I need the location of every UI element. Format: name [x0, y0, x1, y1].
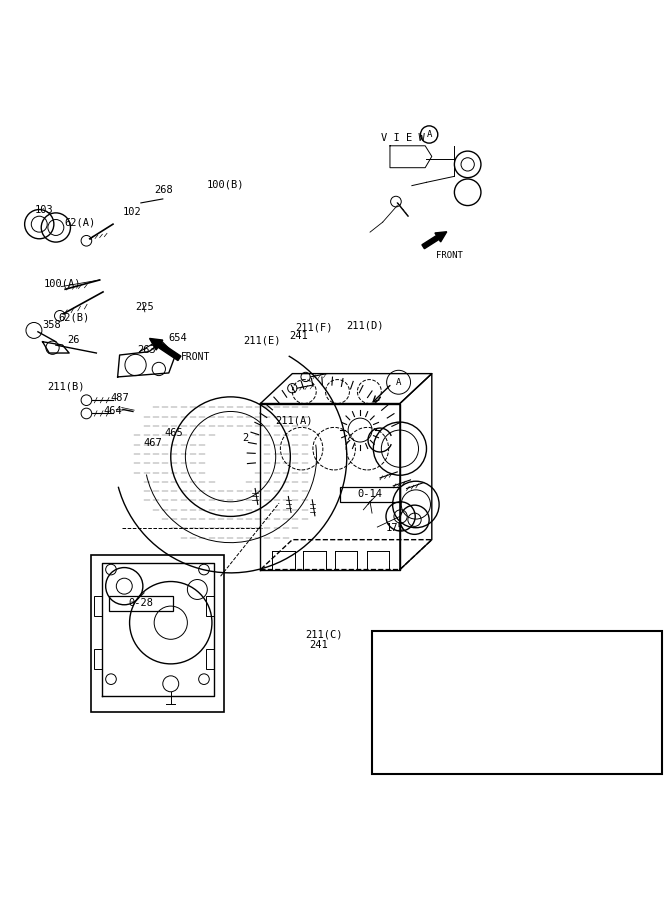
FancyArrow shape — [149, 338, 181, 361]
Text: A: A — [426, 130, 432, 139]
Text: 26: 26 — [67, 336, 79, 346]
Text: 103: 103 — [35, 204, 54, 214]
Text: 225: 225 — [135, 302, 153, 312]
Text: 0-14: 0-14 — [358, 490, 383, 500]
Text: FRONT: FRONT — [181, 352, 211, 362]
Text: 654: 654 — [168, 333, 187, 344]
Text: 487: 487 — [110, 392, 129, 402]
Bar — [91, 555, 224, 713]
Text: A: A — [396, 378, 402, 387]
Text: 241: 241 — [289, 331, 308, 341]
Bar — [94, 596, 102, 617]
Text: 358: 358 — [42, 320, 61, 330]
Text: 465: 465 — [165, 428, 183, 437]
Text: 467: 467 — [143, 438, 162, 448]
Bar — [94, 649, 102, 670]
Text: 211(C): 211(C) — [305, 630, 343, 640]
Text: 263: 263 — [137, 346, 155, 356]
Text: 2: 2 — [243, 433, 249, 443]
Text: 0-28: 0-28 — [128, 598, 153, 608]
Text: 102: 102 — [123, 207, 141, 217]
Bar — [340, 487, 400, 502]
Bar — [109, 596, 173, 611]
Text: 62(A): 62(A) — [64, 217, 95, 227]
Text: 464: 464 — [103, 407, 122, 417]
Text: 268: 268 — [155, 184, 173, 194]
Text: FRONT: FRONT — [436, 251, 464, 260]
Text: 211(B): 211(B) — [48, 382, 85, 392]
Text: 175: 175 — [386, 524, 404, 534]
Text: V I E W: V I E W — [382, 132, 425, 142]
Bar — [372, 631, 662, 774]
Text: 211(D): 211(D) — [347, 320, 384, 330]
Text: 100(A): 100(A) — [44, 279, 81, 289]
Text: 62(B): 62(B) — [59, 312, 90, 322]
Bar — [206, 649, 214, 670]
FancyArrow shape — [422, 231, 447, 248]
Text: 211(F): 211(F) — [295, 322, 332, 332]
Text: 241: 241 — [309, 640, 328, 650]
Text: 100(B): 100(B) — [207, 179, 245, 189]
Text: 211(E): 211(E) — [243, 336, 281, 346]
Text: 211(A): 211(A) — [275, 415, 312, 425]
Bar — [206, 596, 214, 617]
